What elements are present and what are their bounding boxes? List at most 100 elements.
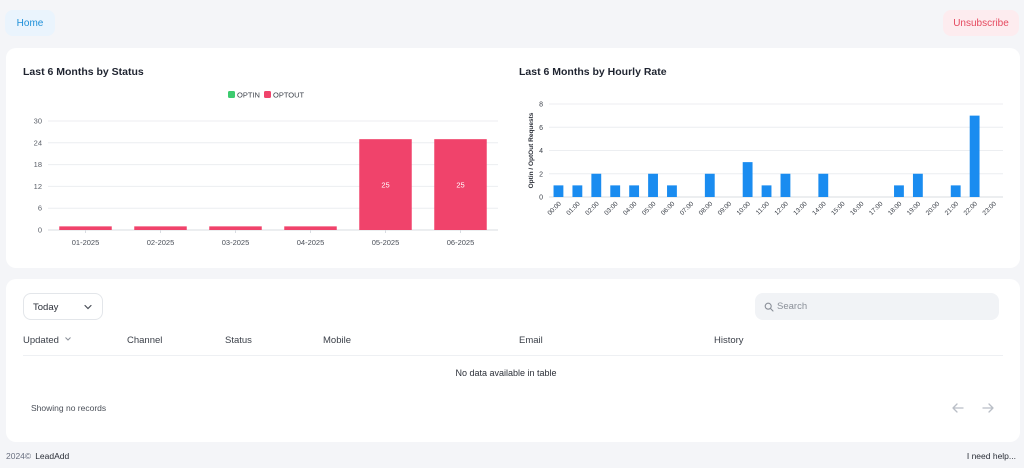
x-tick-label: 01:00 xyxy=(565,200,582,217)
y-tick-label: 24 xyxy=(34,138,42,147)
x-tick-label: 16:00 xyxy=(849,200,866,217)
x-tick-label: 20:00 xyxy=(925,200,942,217)
bar-hour-11:00 xyxy=(761,185,772,197)
charts-card: Last 6 Months by Status OPTIN OPTOUT 0 6 12 1… xyxy=(6,48,1020,268)
y-tick-label: 2 xyxy=(539,171,543,178)
y-tick-label: 18 xyxy=(34,160,42,169)
x-tick-label: 03-2025 xyxy=(222,238,250,246)
bar-optout-02-2025 xyxy=(134,226,187,230)
x-tick-label: 11:00 xyxy=(755,200,771,216)
sort-chevron-icon xyxy=(64,337,71,341)
x-tick-label: 13:00 xyxy=(792,200,809,217)
search-box xyxy=(755,293,999,320)
next-page-arrow-icon[interactable] xyxy=(980,400,996,416)
y-tick-label: 30 xyxy=(34,117,42,126)
y-tick-label: 0 xyxy=(38,226,42,235)
column-header-label: Updated xyxy=(23,335,59,346)
search-icon xyxy=(764,302,774,312)
x-tick-label: 07:00 xyxy=(679,200,696,217)
bar-data-label: 25 xyxy=(456,181,464,190)
footer-copyright: 2024© LeadAdd xyxy=(6,451,69,461)
records-table-card: Today Updated Channel Status Mobile Emai… xyxy=(6,279,1020,442)
column-header-updated[interactable]: Updated xyxy=(23,335,72,346)
x-tick-label: 04-2025 xyxy=(297,238,325,246)
x-tick-label: 08:00 xyxy=(698,200,715,217)
y-tick-label: 6 xyxy=(539,125,543,132)
y-tick-label: 4 xyxy=(539,148,543,155)
bar-optout-01-2025 xyxy=(59,226,112,230)
y-tick-label: 8 xyxy=(539,102,543,109)
bar-optout-06-2025 xyxy=(434,139,487,230)
bar-data-label: 25 xyxy=(381,181,389,190)
bar-hour-01:00 xyxy=(572,185,583,197)
footer-brand: LeadAdd xyxy=(35,451,70,461)
y-tick-label: 12 xyxy=(34,182,42,191)
status-chart: OPTIN OPTOUT 0 6 12 18 24 30 01-2025 02-2025 03-20… xyxy=(34,91,498,246)
bar-hour-02:00 xyxy=(591,173,602,197)
chevron-down-icon xyxy=(84,304,92,310)
bar-hour-22:00 xyxy=(969,115,980,197)
date-range-select[interactable]: Today xyxy=(23,293,103,320)
x-tick-label: 02:00 xyxy=(584,200,601,217)
x-tick-label: 22:00 xyxy=(963,200,980,217)
hourly-chart: 0 2 4 6 8 Optin / OptOut Requests 00:00 01:00 02… xyxy=(528,102,1003,217)
x-tick-label: 06:00 xyxy=(660,200,677,217)
bar-hour-04:00 xyxy=(629,185,640,197)
column-header-status[interactable]: Status xyxy=(225,335,252,346)
column-header-channel[interactable]: Channel xyxy=(127,335,163,346)
x-tick-label: 17:00 xyxy=(868,200,885,217)
x-tick-label: 12:00 xyxy=(773,200,790,217)
bar-hour-18:00 xyxy=(894,185,904,197)
column-header-mobile[interactable]: Mobile xyxy=(323,335,351,346)
y-tick-label: 0 xyxy=(539,195,543,202)
top-bar: Home Unsubscribe xyxy=(0,0,1024,48)
footer-year: 2024© xyxy=(6,451,32,461)
x-tick-label: 04:00 xyxy=(622,200,639,217)
bar-hour-19:00 xyxy=(912,173,923,197)
legend-label-optout: OPTOUT xyxy=(273,91,305,100)
bar-optout-03-2025 xyxy=(209,226,262,230)
bar-hour-12:00 xyxy=(780,173,791,197)
home-button[interactable]: Home xyxy=(5,10,55,36)
x-tick-label: 02-2025 xyxy=(147,238,175,246)
column-header-email[interactable]: Email xyxy=(519,335,543,346)
x-tick-label: 05:00 xyxy=(641,200,658,217)
legend-swatch-optout xyxy=(264,91,271,98)
x-tick-label: 14:00 xyxy=(811,200,828,217)
bar-hour-10:00 xyxy=(742,162,753,197)
prev-page-arrow-icon[interactable] xyxy=(950,400,966,416)
x-tick-label: 03:00 xyxy=(603,200,620,217)
bar-hour-08:00 xyxy=(704,173,715,197)
legend-label-optin: OPTIN xyxy=(237,91,260,100)
x-tick-label: 19:00 xyxy=(906,200,923,217)
records-count-text: Showing no records xyxy=(31,403,107,413)
x-tick-label: 23:00 xyxy=(981,200,998,217)
bar-optout-04-2025 xyxy=(284,226,337,230)
column-header-history[interactable]: History xyxy=(714,335,744,346)
help-link[interactable]: I need help... xyxy=(966,451,1016,461)
x-tick-label: 15:00 xyxy=(830,200,847,217)
x-tick-label: 10:00 xyxy=(736,200,753,217)
bar-hour-21:00 xyxy=(950,185,961,197)
x-tick-label: 06-2025 xyxy=(447,238,475,246)
search-input[interactable] xyxy=(777,293,992,320)
bar-hour-00:00 xyxy=(553,185,564,197)
y-tick-label: 6 xyxy=(38,204,42,213)
y-axis-label: Optin / OptOut Requests xyxy=(528,112,535,188)
x-tick-label: 05-2025 xyxy=(372,238,400,246)
x-tick-label: 09:00 xyxy=(717,200,734,217)
hourly-chart-title: Last 6 Months by Hourly Rate xyxy=(519,66,667,78)
unsubscribe-button[interactable]: Unsubscribe xyxy=(943,10,1019,36)
bar-optout-05-2025 xyxy=(359,139,412,230)
bar-hour-03:00 xyxy=(610,185,621,197)
bar-hour-06:00 xyxy=(667,185,677,197)
x-tick-label: 18:00 xyxy=(887,200,904,217)
bar-hour-05:00 xyxy=(648,173,658,197)
empty-table-message: No data available in table xyxy=(455,368,557,378)
header-divider xyxy=(23,355,1003,356)
date-range-value: Today xyxy=(33,302,59,313)
legend-swatch-optin xyxy=(228,91,235,98)
x-tick-label: 01-2025 xyxy=(72,238,100,246)
status-chart-title: Last 6 Months by Status xyxy=(23,66,144,78)
x-tick-label: 21:00 xyxy=(944,200,961,217)
